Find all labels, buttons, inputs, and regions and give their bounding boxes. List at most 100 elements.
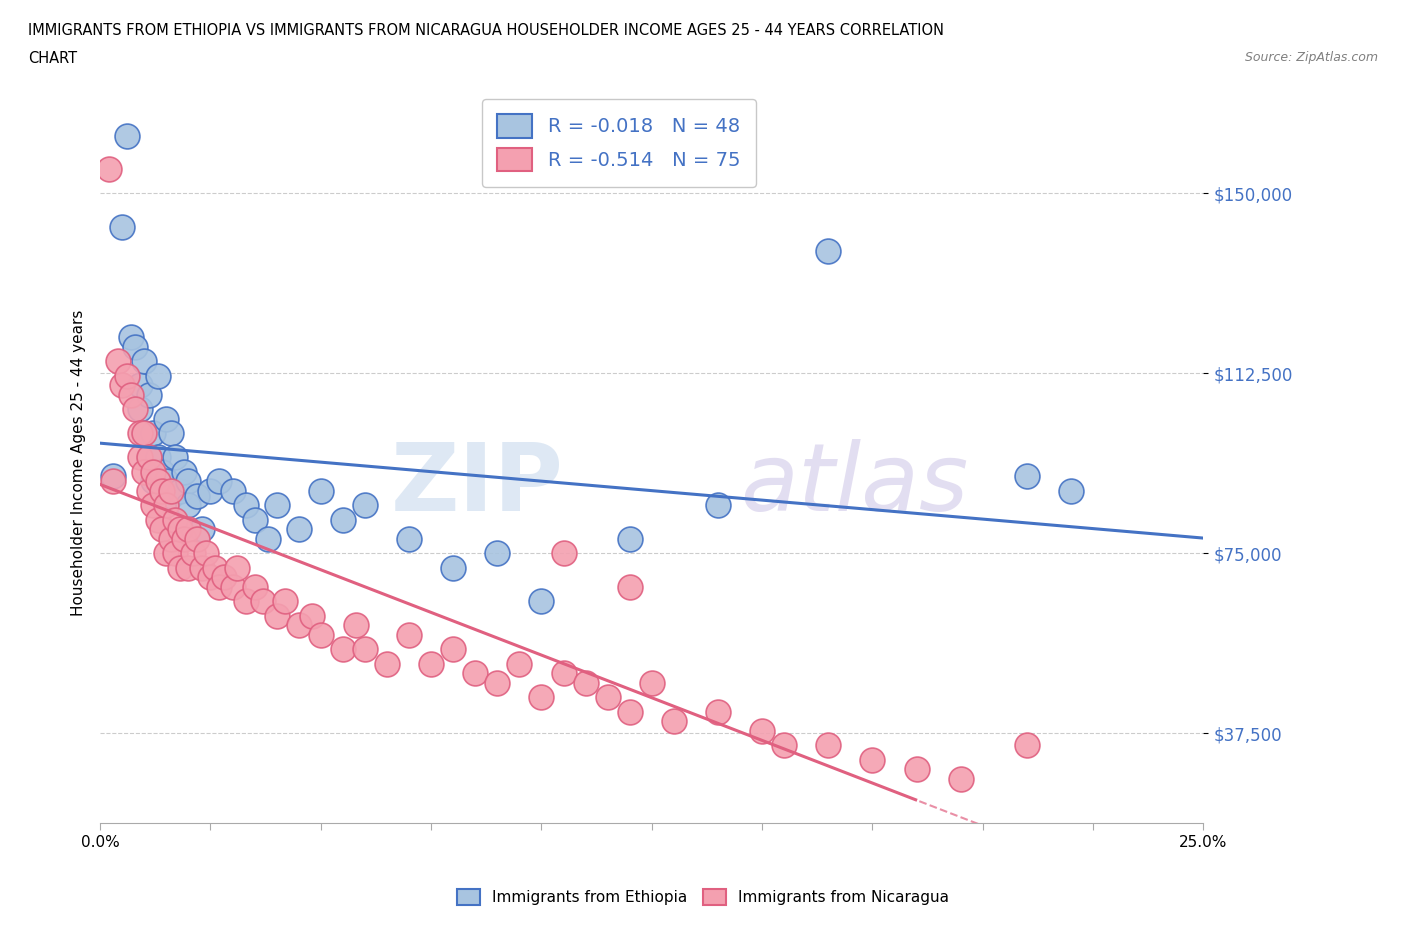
Point — [212, 570, 235, 585]
Point — [138, 388, 160, 403]
Point — [142, 426, 165, 441]
Point — [177, 473, 200, 488]
Point — [287, 522, 309, 537]
Point — [287, 618, 309, 632]
Y-axis label: Householder Income Ages 25 - 44 years: Householder Income Ages 25 - 44 years — [72, 310, 86, 617]
Point — [575, 675, 598, 690]
Point — [204, 560, 226, 575]
Point — [138, 450, 160, 465]
Point — [1015, 737, 1038, 752]
Point — [190, 560, 212, 575]
Point — [142, 473, 165, 488]
Point — [441, 642, 464, 657]
Point — [177, 522, 200, 537]
Point — [173, 464, 195, 479]
Point — [169, 522, 191, 537]
Point — [128, 426, 150, 441]
Point — [150, 464, 173, 479]
Point — [177, 560, 200, 575]
Point — [949, 771, 972, 786]
Point — [707, 498, 730, 512]
Point — [1060, 484, 1083, 498]
Point — [103, 469, 125, 484]
Point — [530, 593, 553, 608]
Legend: R = -0.018   N = 48, R = -0.514   N = 75: R = -0.018 N = 48, R = -0.514 N = 75 — [482, 99, 756, 187]
Point — [134, 426, 156, 441]
Point — [751, 724, 773, 738]
Point — [155, 546, 177, 561]
Point — [165, 450, 187, 465]
Point — [120, 330, 142, 345]
Point — [486, 675, 509, 690]
Point — [159, 488, 181, 503]
Point — [128, 450, 150, 465]
Point — [120, 388, 142, 403]
Point — [155, 411, 177, 426]
Point — [221, 579, 243, 594]
Point — [115, 128, 138, 143]
Point — [208, 579, 231, 594]
Point — [128, 402, 150, 417]
Point — [354, 498, 377, 512]
Point — [124, 339, 146, 354]
Point — [190, 522, 212, 537]
Legend: Immigrants from Ethiopia, Immigrants from Nicaragua: Immigrants from Ethiopia, Immigrants fro… — [450, 882, 956, 913]
Point — [773, 737, 796, 752]
Point — [173, 531, 195, 546]
Point — [226, 560, 249, 575]
Point — [146, 450, 169, 465]
Point — [1015, 469, 1038, 484]
Point — [138, 484, 160, 498]
Point — [200, 570, 222, 585]
Point — [150, 484, 173, 498]
Point — [530, 690, 553, 705]
Point — [553, 546, 575, 561]
Point — [266, 498, 288, 512]
Point — [553, 666, 575, 681]
Text: Source: ZipAtlas.com: Source: ZipAtlas.com — [1244, 51, 1378, 64]
Point — [817, 244, 839, 259]
Point — [398, 628, 420, 643]
Point — [177, 498, 200, 512]
Point — [159, 426, 181, 441]
Point — [375, 656, 398, 671]
Point — [619, 704, 641, 719]
Point — [398, 531, 420, 546]
Point — [274, 593, 297, 608]
Point — [464, 666, 486, 681]
Point — [817, 737, 839, 752]
Point — [195, 546, 218, 561]
Point — [146, 473, 169, 488]
Point — [146, 368, 169, 383]
Point — [235, 498, 257, 512]
Point — [169, 484, 191, 498]
Point — [344, 618, 367, 632]
Point — [354, 642, 377, 657]
Point — [97, 162, 120, 177]
Point — [146, 512, 169, 527]
Point — [134, 353, 156, 368]
Point — [138, 450, 160, 465]
Point — [252, 593, 274, 608]
Point — [155, 498, 177, 512]
Point — [221, 484, 243, 498]
Point — [486, 546, 509, 561]
Point — [181, 546, 204, 561]
Point — [134, 464, 156, 479]
Point — [124, 402, 146, 417]
Point — [862, 752, 884, 767]
Point — [441, 560, 464, 575]
Point — [905, 762, 928, 777]
Point — [619, 579, 641, 594]
Point — [159, 484, 181, 498]
Point — [128, 378, 150, 392]
Point — [641, 675, 664, 690]
Point — [142, 498, 165, 512]
Text: CHART: CHART — [28, 51, 77, 66]
Text: IMMIGRANTS FROM ETHIOPIA VS IMMIGRANTS FROM NICARAGUA HOUSEHOLDER INCOME AGES 25: IMMIGRANTS FROM ETHIOPIA VS IMMIGRANTS F… — [28, 23, 943, 38]
Point — [619, 531, 641, 546]
Point — [420, 656, 443, 671]
Point — [301, 608, 323, 623]
Point — [596, 690, 619, 705]
Point — [111, 378, 134, 392]
